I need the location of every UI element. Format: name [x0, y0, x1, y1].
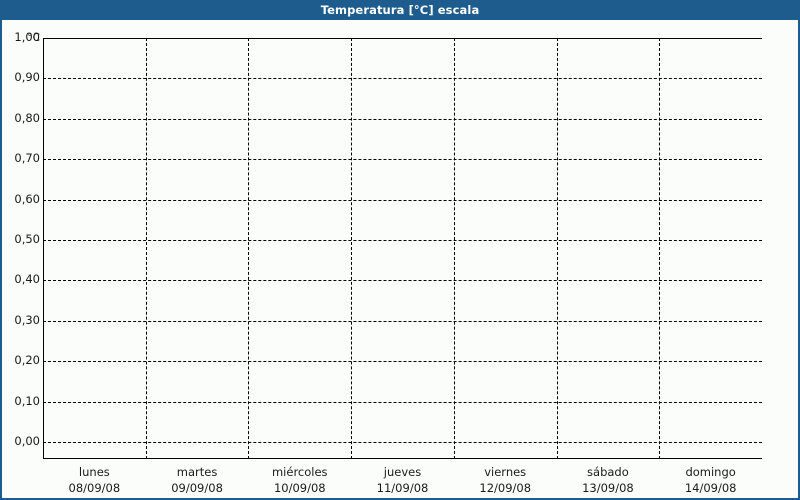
x-axis-tick-date: 14/09/08: [684, 481, 737, 495]
x-axis-tick: miércoles 10/09/08: [240, 464, 360, 496]
gridline-vertical: [351, 38, 353, 459]
y-axis-tick-label: 0,40: [14, 272, 40, 287]
gridline-horizontal: [43, 118, 762, 120]
x-axis-tick: sábado 13/09/08: [548, 464, 668, 496]
x-axis-tick-day: lunes: [78, 465, 110, 479]
x-axis-tick-date: 11/09/08: [376, 481, 429, 495]
plot-top-border: [43, 38, 762, 39]
gridline-horizontal: [43, 320, 762, 322]
gridline-horizontal: [43, 199, 762, 201]
gridline-vertical: [248, 38, 250, 459]
y-axis-unit-label: °C: [27, 32, 40, 44]
y-axis-tick: 0,70: [2, 151, 40, 166]
gridline-vertical: [659, 38, 661, 459]
y-axis-tick: 0,50: [2, 232, 40, 246]
y-axis-tick-label: 0,00: [14, 434, 40, 448]
y-axis-tick: 0,10: [2, 393, 40, 408]
x-axis-tick: domingo 14/09/08: [651, 464, 771, 496]
y-axis-tick-label: 0,20: [14, 353, 40, 368]
y-axis-tick-label: 0,30: [14, 312, 40, 327]
window-title-bar: Temperatura [°C] escala: [2, 0, 798, 20]
gridline-horizontal: [43, 442, 762, 443]
x-axis-tick-day: jueves: [383, 465, 422, 479]
y-axis-tick: 1,00: [2, 30, 40, 44]
x-axis-tick-day: viernes: [484, 465, 527, 479]
y-axis-tick: 0,00: [2, 434, 40, 448]
gridline-vertical: [145, 38, 147, 459]
x-axis-tick-date: 13/09/08: [582, 481, 634, 495]
chart-canvas: °C 1,00 0,90 0,80 0,70 0,60 0,50 0,40 0,30 0,20 0…: [2, 20, 798, 498]
x-axis-tick: jueves 11/09/08: [343, 464, 463, 496]
y-axis-tick-label: 0,60: [14, 191, 40, 206]
gridline-horizontal: [43, 240, 762, 241]
gridline-horizontal: [43, 361, 762, 363]
x-axis-tick-day: miércoles: [271, 465, 328, 479]
x-axis-tick: martes 09/09/08: [137, 464, 257, 496]
x-axis-tick: lunes 08/09/08: [34, 464, 154, 496]
page-title: Temperatura [°C] escala: [320, 3, 480, 17]
y-axis-tick-label: 0,80: [14, 110, 40, 125]
gridline-vertical: [556, 38, 558, 459]
y-axis-tick: 0,30: [2, 312, 40, 327]
y-axis-tick-label: 0,50: [14, 232, 40, 246]
x-axis-tick-date: 10/09/08: [273, 481, 326, 495]
gridline-vertical: [453, 38, 455, 459]
gridline-horizontal: [43, 280, 762, 282]
x-axis-tick-day: sábado: [587, 465, 629, 479]
y-axis-tick: 0,20: [2, 353, 40, 368]
x-axis-tick-day: martes: [176, 465, 218, 479]
x-axis-tick-date: 09/09/08: [171, 481, 223, 495]
x-axis-tick-date: 08/09/08: [68, 481, 121, 495]
y-axis-tick: 0,40: [2, 272, 40, 287]
y-axis-tick-label: 0,90: [14, 70, 40, 85]
gridline-horizontal: [43, 159, 762, 161]
y-axis-tick-label: 1,00: [14, 30, 40, 44]
plot-area: [43, 38, 762, 459]
x-axis-tick: viernes 12/09/08: [445, 464, 565, 496]
gridline-horizontal: [43, 78, 762, 80]
gridline-horizontal: [43, 401, 762, 403]
y-axis-tick: 0,90: [2, 70, 40, 85]
y-axis-tick-label: 0,70: [14, 151, 40, 166]
y-axis-tick: 0,60: [2, 191, 40, 206]
y-axis-tick-label: 0,10: [14, 393, 40, 408]
y-axis-tick: 0,80: [2, 110, 40, 125]
x-axis-tick-day: domingo: [685, 465, 736, 479]
x-axis-tick-date: 12/09/08: [479, 481, 532, 495]
